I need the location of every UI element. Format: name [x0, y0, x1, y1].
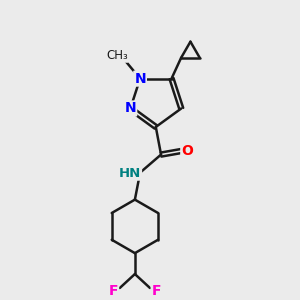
Text: HN: HN: [119, 167, 141, 180]
Text: F: F: [109, 284, 118, 298]
Text: CH₃: CH₃: [106, 49, 128, 62]
Text: O: O: [181, 144, 193, 158]
Text: N: N: [134, 72, 146, 86]
Text: F: F: [152, 284, 161, 298]
Text: N: N: [124, 101, 136, 116]
